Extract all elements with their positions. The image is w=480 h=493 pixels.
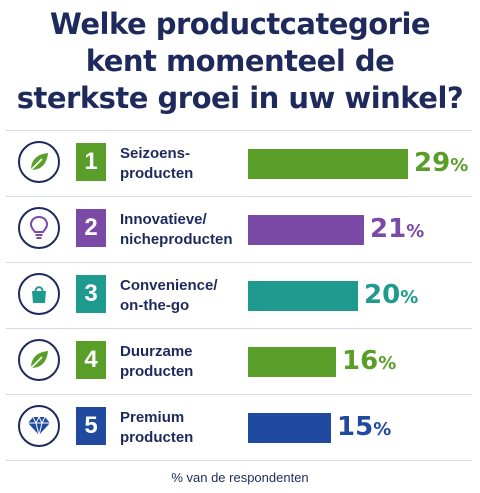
chart-row: 3 Convenience/on-the-go 20% [0, 263, 480, 329]
category-label-line-1: Innovatieve/ [120, 211, 207, 228]
row-icon-circle [18, 207, 60, 249]
data-label: 29% [414, 145, 468, 184]
data-label-value: 16 [342, 346, 379, 376]
category-label-line-2: producten [120, 165, 194, 182]
leaf-icon [27, 348, 51, 372]
rank-badge: 4 [76, 341, 106, 379]
data-label-unit: % [406, 221, 425, 242]
row-icon-circle [18, 405, 60, 447]
category-label-line-2: producten [120, 429, 194, 446]
rank-badge: 5 [76, 407, 106, 445]
category-label-line-1: Seizoens- [120, 145, 191, 162]
data-label: 20% [364, 277, 418, 316]
row-divider [6, 394, 472, 395]
row-icon-circle [18, 339, 60, 381]
bar [248, 149, 408, 179]
category-label-line-2: on-the-go [120, 297, 190, 314]
data-label: 15% [337, 409, 391, 448]
row-divider [6, 460, 472, 461]
rank-badge: 1 [76, 143, 106, 181]
row-icon-circle [18, 273, 60, 315]
data-label-unit: % [450, 155, 469, 176]
category-label: Innovatieve/nicheproducten [120, 210, 240, 250]
title-line-2: kent momenteel de [85, 44, 395, 78]
bar [248, 413, 331, 443]
chart-row: 5 Premium producten 15% [0, 395, 480, 461]
data-label-unit: % [373, 419, 392, 440]
data-label-value: 29 [414, 148, 451, 178]
lightbulb-icon [27, 215, 51, 241]
category-label: Seizoens-producten [120, 144, 240, 184]
row-icon-circle [18, 141, 60, 183]
chart-title: Welke productcategorie kent momenteel de… [0, 6, 480, 117]
row-divider [6, 130, 472, 131]
row-divider [6, 262, 472, 263]
data-label-unit: % [400, 287, 419, 308]
chart-row: 4 Duurzame producten 16% [0, 329, 480, 395]
title-line-1: Welke productcategorie [49, 7, 431, 41]
category-label-line-1: Convenience/ [120, 277, 218, 294]
data-label-value: 20 [364, 280, 401, 310]
row-divider [6, 196, 472, 197]
bar [248, 281, 358, 311]
title-line-3: sterkste groei in uw winkel? [16, 81, 464, 115]
category-label-line-2: producten [120, 363, 194, 380]
data-label-value: 15 [337, 412, 374, 442]
bar [248, 215, 364, 245]
bar [248, 347, 336, 377]
category-label: Premium producten [120, 408, 240, 448]
row-divider [6, 328, 472, 329]
rank-badge: 2 [76, 209, 106, 247]
diamond-icon [26, 415, 52, 437]
leaf-icon [27, 150, 51, 174]
category-label: Duurzame producten [120, 342, 240, 382]
category-label-line-1: Premium [120, 409, 185, 426]
category-label: Convenience/on-the-go [120, 276, 240, 316]
category-label-line-2: nicheproducten [120, 231, 233, 248]
axis-label: % van de respondenten [171, 470, 309, 485]
data-label: 16% [342, 343, 396, 382]
chart-row: 1 Seizoens-producten 29% [0, 131, 480, 197]
data-label-unit: % [378, 353, 397, 374]
shopping-bag-icon [27, 282, 51, 306]
category-label-line-1: Duurzame [120, 343, 193, 360]
data-label: 21% [370, 211, 424, 250]
data-label-value: 21 [370, 214, 407, 244]
rank-badge: 3 [76, 275, 106, 313]
chart-row: 2 Innovatieve/nicheproducten 21% [0, 197, 480, 263]
